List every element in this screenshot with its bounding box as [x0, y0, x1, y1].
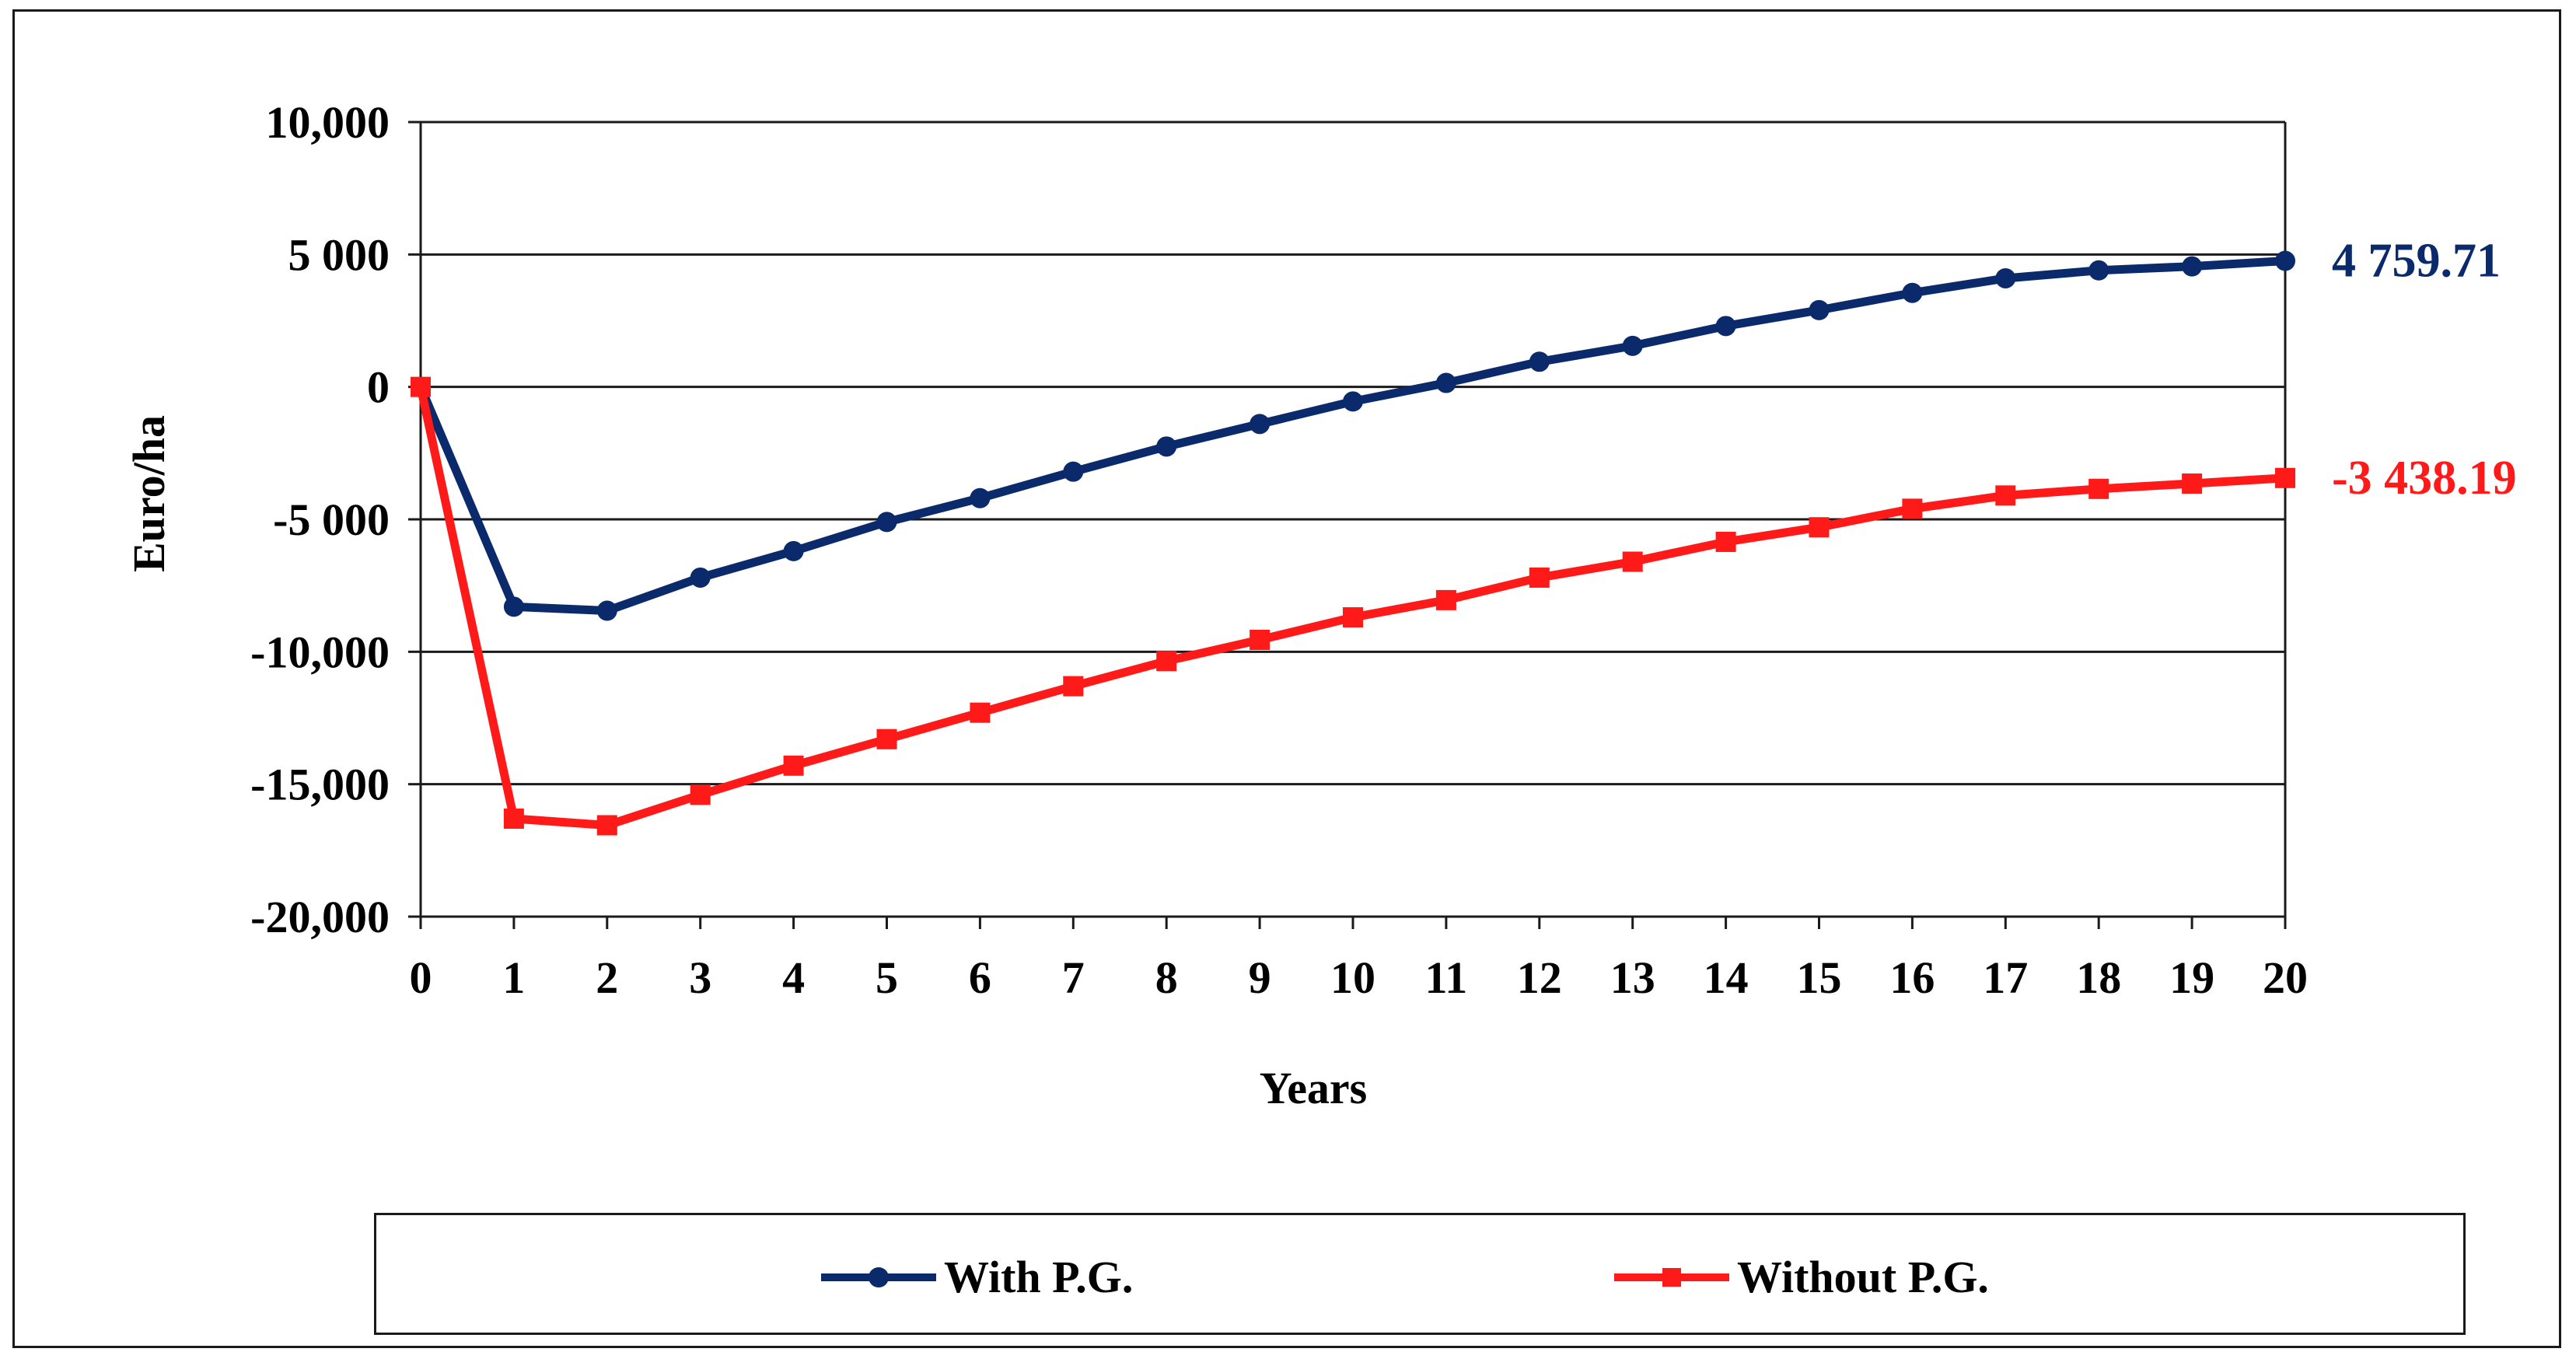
data-point [1809, 517, 1830, 538]
data-point [596, 815, 617, 836]
data-point [503, 808, 524, 829]
x-tick-label: 2 [596, 952, 618, 1003]
data-point [1343, 607, 1363, 628]
y-tick-label: -20,000 [250, 892, 390, 942]
data-point [1343, 391, 1363, 412]
legend-label-with-pg: With P.G. [944, 1252, 1134, 1302]
series-line-1 [416, 383, 2290, 830]
x-tick-label: 19 [2169, 952, 2214, 1003]
series-line-0 [416, 257, 2290, 616]
legend: With P.G. Without P.G. [374, 1213, 2466, 1335]
data-point [2088, 260, 2109, 281]
data-point [1063, 461, 1084, 482]
x-tick-label: 20 [2263, 952, 2308, 1003]
x-tick-labels: 0 1 2 3 4 5 6 7 8 9 10 11 12 13 14 15 16 17 18 19 20 [410, 952, 2309, 1003]
data-point [1156, 651, 1177, 672]
data-point [1622, 335, 1643, 356]
data-point [411, 376, 431, 397]
legend-label-without-pg: Without P.G. [1737, 1252, 1989, 1302]
x-tick-label: 11 [1424, 952, 1467, 1003]
end-value-label: 4 759.71 [2332, 235, 2501, 288]
legend-item-without-pg: Without P.G. [1613, 1254, 1989, 1301]
data-point [1902, 282, 1923, 303]
x-tick-label: 3 [689, 952, 711, 1003]
data-point [1250, 630, 1271, 651]
data-point [1715, 531, 1736, 552]
x-tick-label: 6 [969, 952, 991, 1003]
data-point [2182, 256, 2203, 277]
data-point [1529, 567, 1550, 588]
data-point [1156, 436, 1177, 457]
data-point [1622, 551, 1643, 572]
x-tick-label: 5 [876, 952, 898, 1003]
data-point [690, 567, 711, 588]
x-tick-label: 9 [1249, 952, 1271, 1003]
data-point [2088, 478, 2109, 499]
x-tick-label: 14 [1704, 952, 1749, 1003]
x-tick-label: 17 [1983, 952, 2028, 1003]
data-point [1435, 589, 1456, 610]
y-tick-label: -15,000 [250, 760, 390, 810]
x-tick-label: 0 [410, 952, 432, 1003]
end-labels: 4 759.71 -3 438.19 [2332, 235, 2517, 505]
x-tick-label: 15 [1797, 952, 1842, 1003]
y-tick-label: 0 [367, 362, 390, 413]
x-tick-label: 7 [1062, 952, 1085, 1003]
y-tick-label: -5 000 [273, 494, 390, 545]
x-axis-title: Years [1260, 1063, 1368, 1113]
data-point [596, 600, 617, 621]
y-axis-title: Euro/ha [124, 415, 174, 572]
data-point [2275, 250, 2295, 271]
data-point [1435, 372, 1456, 393]
data-point [503, 596, 524, 617]
data-point [690, 784, 711, 805]
legend-swatch-without-pg [1614, 1268, 1729, 1287]
data-point [1715, 316, 1736, 337]
end-value-label: -3 438.19 [2332, 452, 2517, 505]
legend-item-with-pg: With P.G. [820, 1254, 1133, 1301]
x-tick-label: 4 [782, 952, 805, 1003]
data-point [2182, 473, 2203, 494]
data-point [876, 512, 897, 533]
data-point [2275, 467, 2295, 488]
data-point [783, 540, 804, 561]
axes [408, 121, 2287, 929]
legend-swatch-with-pg [821, 1267, 936, 1287]
data-point [783, 755, 804, 776]
y-tick-label: 5 000 [288, 229, 390, 280]
data-point [1995, 267, 2016, 288]
x-tick-label: 1 [502, 952, 525, 1003]
y-tick-label: 10,000 [266, 97, 390, 148]
data-point [1902, 498, 1923, 519]
x-tick-label: 16 [1889, 952, 1935, 1003]
y-tick-label: -10,000 [250, 627, 390, 677]
data-point [970, 487, 991, 508]
data-point [1809, 299, 1830, 320]
data-point [876, 728, 897, 749]
data-point [1250, 414, 1271, 435]
x-tick-label: 10 [1330, 952, 1375, 1003]
data-point [1995, 485, 2016, 506]
data-point [1063, 676, 1084, 697]
y-tick-labels: 10,000 5 000 0 -5 000 -10,000 -15,000 -20,000 [250, 97, 390, 942]
x-tick-label: 18 [2076, 952, 2121, 1003]
x-tick-label: 8 [1155, 952, 1178, 1003]
series-lines [411, 250, 2295, 836]
data-point [970, 702, 991, 723]
x-tick-label: 13 [1610, 952, 1655, 1003]
data-point [1529, 351, 1550, 372]
chart-frame: 10,000 5 000 0 -5 000 -10,000 -15,000 -20,000 … [12, 9, 2561, 1348]
x-tick-label: 12 [1517, 952, 1562, 1003]
